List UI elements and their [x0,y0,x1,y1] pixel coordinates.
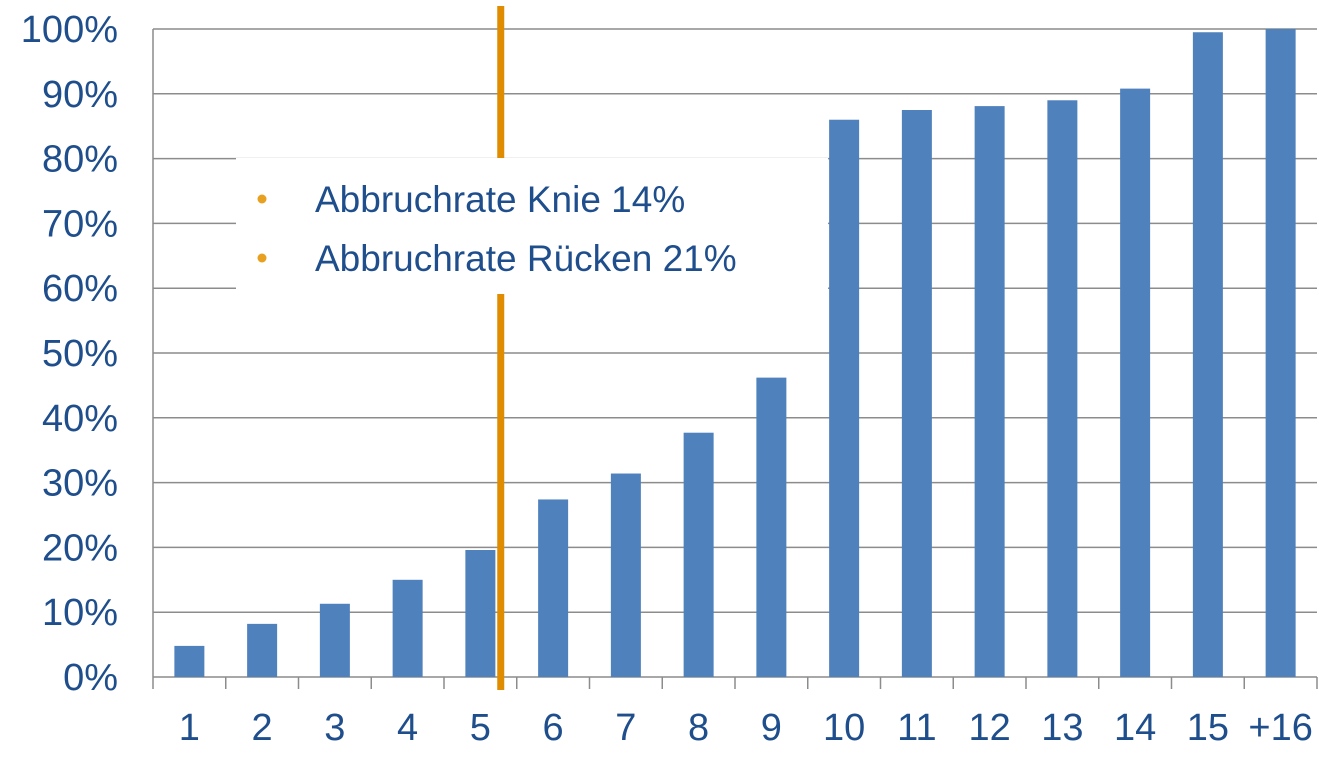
y-tick-label: 90% [42,74,118,116]
annotation-bullet [257,253,267,263]
x-tick-label: 1 [179,707,200,749]
bar-13 [1047,100,1078,677]
y-tick-label: 0% [63,657,118,699]
y-tick-label: 60% [42,268,118,310]
x-tick-label: 4 [397,707,418,749]
bar-6 [538,499,569,677]
bar-10 [829,119,860,678]
x-tick-label: 12 [968,707,1010,749]
annotation-knie: Abbruchrate Knie 14% [315,179,685,220]
annotation-ruecken: Abbruchrate Rücken 21% [315,238,737,279]
x-tick-label: 6 [543,707,564,749]
bar-3 [319,603,350,677]
x-tick-label: 8 [688,707,709,749]
x-tick-label: 13 [1041,707,1083,749]
bar-4 [392,579,423,677]
x-axis-labels: 1 2 3 4 5 6 7 8 9 10 11 12 13 14 15 +16 [179,707,1313,749]
bar-1 [174,645,205,677]
y-tick-label: 80% [42,139,118,181]
x-tick-label: 11 [897,707,936,749]
bar-8 [683,432,714,677]
bar-+16 [1265,29,1296,677]
y-tick-label: 100% [21,9,118,51]
bar-9 [756,377,787,677]
y-tick-label: 20% [42,527,118,569]
bar-15 [1192,32,1223,678]
y-tick-label: 30% [42,463,118,505]
bar-7 [610,473,641,677]
y-tick-label: 40% [42,398,118,440]
annotation-box: Abbruchrate Knie 14% Abbruchrate Rücken … [236,158,828,294]
bar-2 [247,623,278,677]
annotation-background [236,158,828,294]
x-tick-label: 2 [252,707,273,749]
x-tick-label: 7 [615,707,636,749]
y-tick-label: 10% [42,592,118,634]
x-tick-label: +16 [1248,707,1312,749]
x-axis [152,677,1318,689]
x-tick-label: 15 [1187,707,1229,749]
y-tick-label: 70% [42,203,118,245]
bars [174,29,1296,678]
y-tick-label: 50% [42,333,118,375]
y-axis-labels: 0% 10% 20% 30% 40% 50% 60% 70% 80% 90% 100% [21,9,118,699]
x-tick-label: 10 [823,707,865,749]
bar-12 [974,106,1005,677]
bar-11 [901,110,932,677]
x-tick-label: 14 [1114,707,1156,749]
x-tick-label: 5 [470,707,491,749]
x-tick-label: 3 [324,707,345,749]
annotation-bullet [257,194,267,204]
x-tick-label: 9 [761,707,782,749]
bar-5 [465,549,496,677]
bar-14 [1120,88,1151,678]
